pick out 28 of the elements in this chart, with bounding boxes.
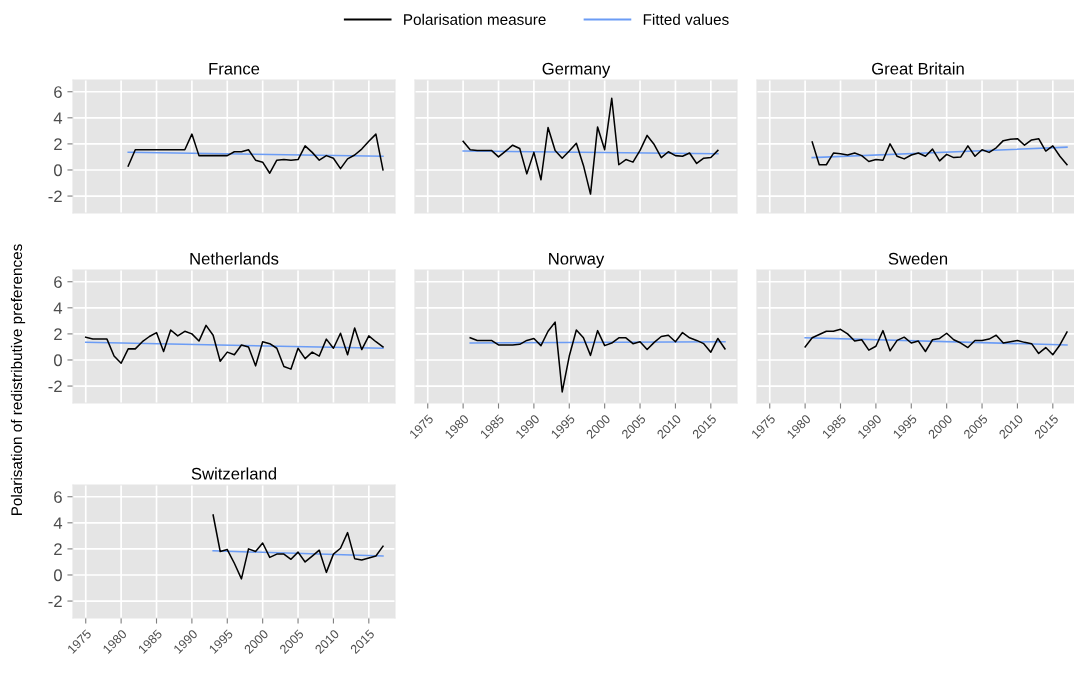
chart-title: Netherlands xyxy=(190,252,279,265)
line-series xyxy=(84,324,384,370)
y-tick-label: 2 xyxy=(54,138,62,150)
chart-title: Great Britain xyxy=(872,62,964,75)
y-tick-label: 0 xyxy=(53,164,62,177)
y-tick-label: 6 xyxy=(54,276,62,288)
chart-title: Norway xyxy=(549,252,605,268)
y-tick-label: 2 xyxy=(54,543,62,555)
chart-title: France xyxy=(209,62,260,75)
y-tick-label: -2 xyxy=(48,595,62,608)
y-tick-label: 6 xyxy=(54,86,62,98)
y-tick-label: 0 xyxy=(53,569,62,582)
line-series xyxy=(212,514,384,580)
y-tick-label: -2 xyxy=(48,380,62,393)
chart-title: Switzerland xyxy=(191,467,276,480)
y-tick-label: 4 xyxy=(53,517,63,529)
y-tick-label: 4 xyxy=(53,302,63,314)
chart-title: Germany xyxy=(542,62,611,78)
line-series xyxy=(127,133,384,174)
legend-label: Fitted values xyxy=(643,13,729,25)
chart-title: Sweden xyxy=(888,252,948,265)
y-tick-label: 0 xyxy=(53,354,62,367)
y-tick-label: 6 xyxy=(54,491,62,503)
y-tick-label: 2 xyxy=(54,328,62,340)
legend-label: Polarisation measure xyxy=(404,13,546,25)
y-axis-title: Polarisation of redistributive preferences xyxy=(10,244,26,516)
y-tick-label: 4 xyxy=(53,112,63,124)
y-tick-label: -2 xyxy=(48,190,62,203)
